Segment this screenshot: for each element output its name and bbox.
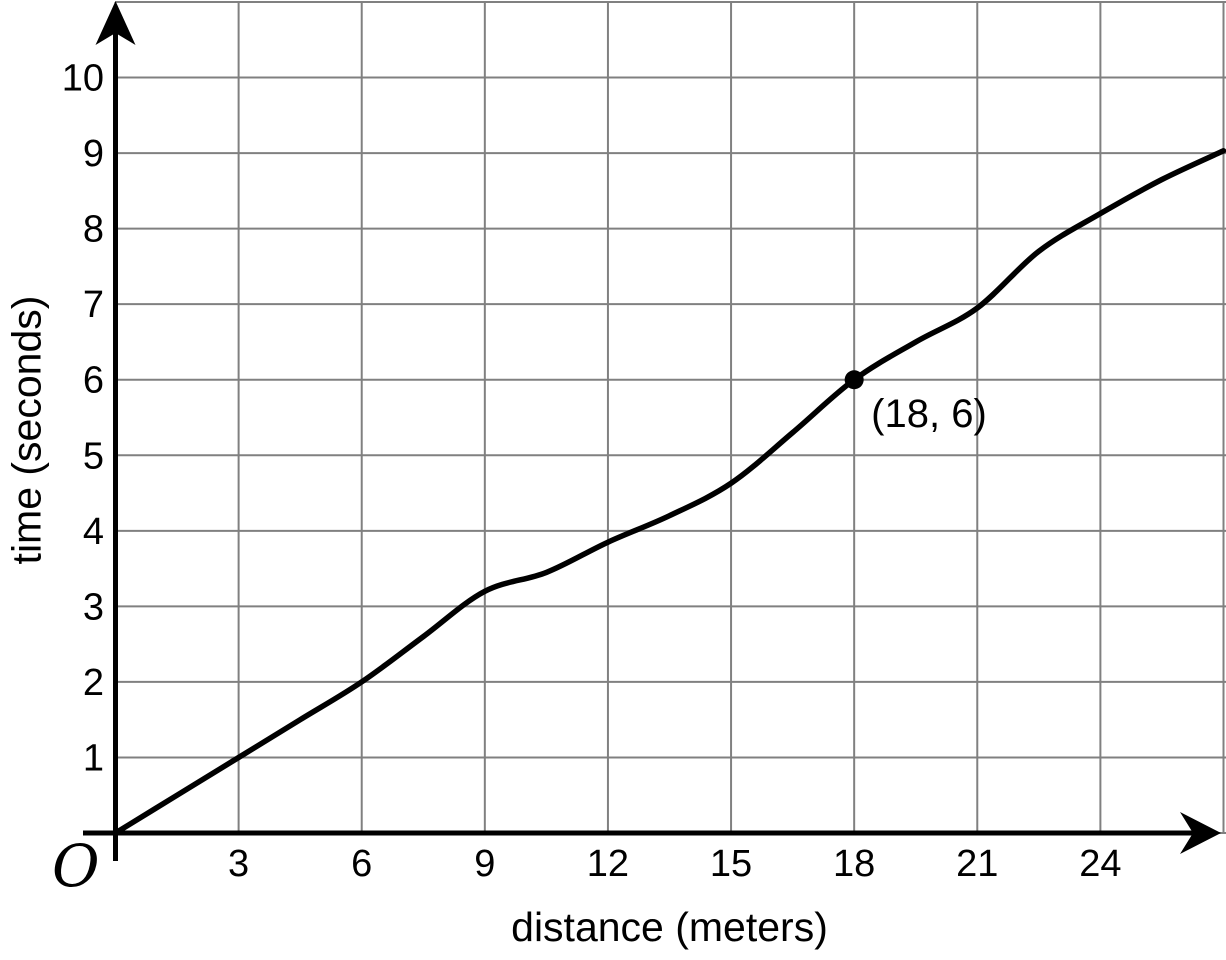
y-tick-label: 4 <box>83 511 104 553</box>
y-tick-label: 5 <box>83 435 104 477</box>
y-tick-label: 7 <box>83 284 104 326</box>
axis-layer <box>83 1 1221 861</box>
x-tick-label: 9 <box>474 843 495 885</box>
y-axis-arrowhead <box>95 1 136 45</box>
x-tick-label: 21 <box>956 843 998 885</box>
y-tick-label: 3 <box>83 586 104 628</box>
x-axis-title: distance (meters) <box>511 904 828 950</box>
data-point-marker <box>844 370 864 390</box>
y-tick-label: 6 <box>83 360 104 402</box>
y-tick-label: 8 <box>83 209 104 251</box>
x-tick-label: 18 <box>833 843 875 885</box>
y-tick-label: 2 <box>83 662 104 704</box>
x-axis-arrowhead <box>1180 812 1221 854</box>
x-tick-label: 3 <box>228 843 249 885</box>
origin-label: O <box>52 832 100 900</box>
data-curve <box>112 148 1226 836</box>
x-tick-label: 15 <box>710 843 752 885</box>
grid-layer <box>114 1 1226 834</box>
y-axis-title: time (seconds) <box>3 295 50 565</box>
x-tick-label: 24 <box>1079 843 1121 885</box>
point-annotation: (18, 6) <box>871 391 987 436</box>
y-tick-label: 9 <box>83 133 104 175</box>
series-layer <box>112 148 1226 836</box>
y-tick-label: 1 <box>83 737 104 779</box>
x-tick-label: 12 <box>587 843 629 885</box>
y-tick-label: 10 <box>62 58 104 100</box>
x-tick-label: 6 <box>351 843 372 885</box>
